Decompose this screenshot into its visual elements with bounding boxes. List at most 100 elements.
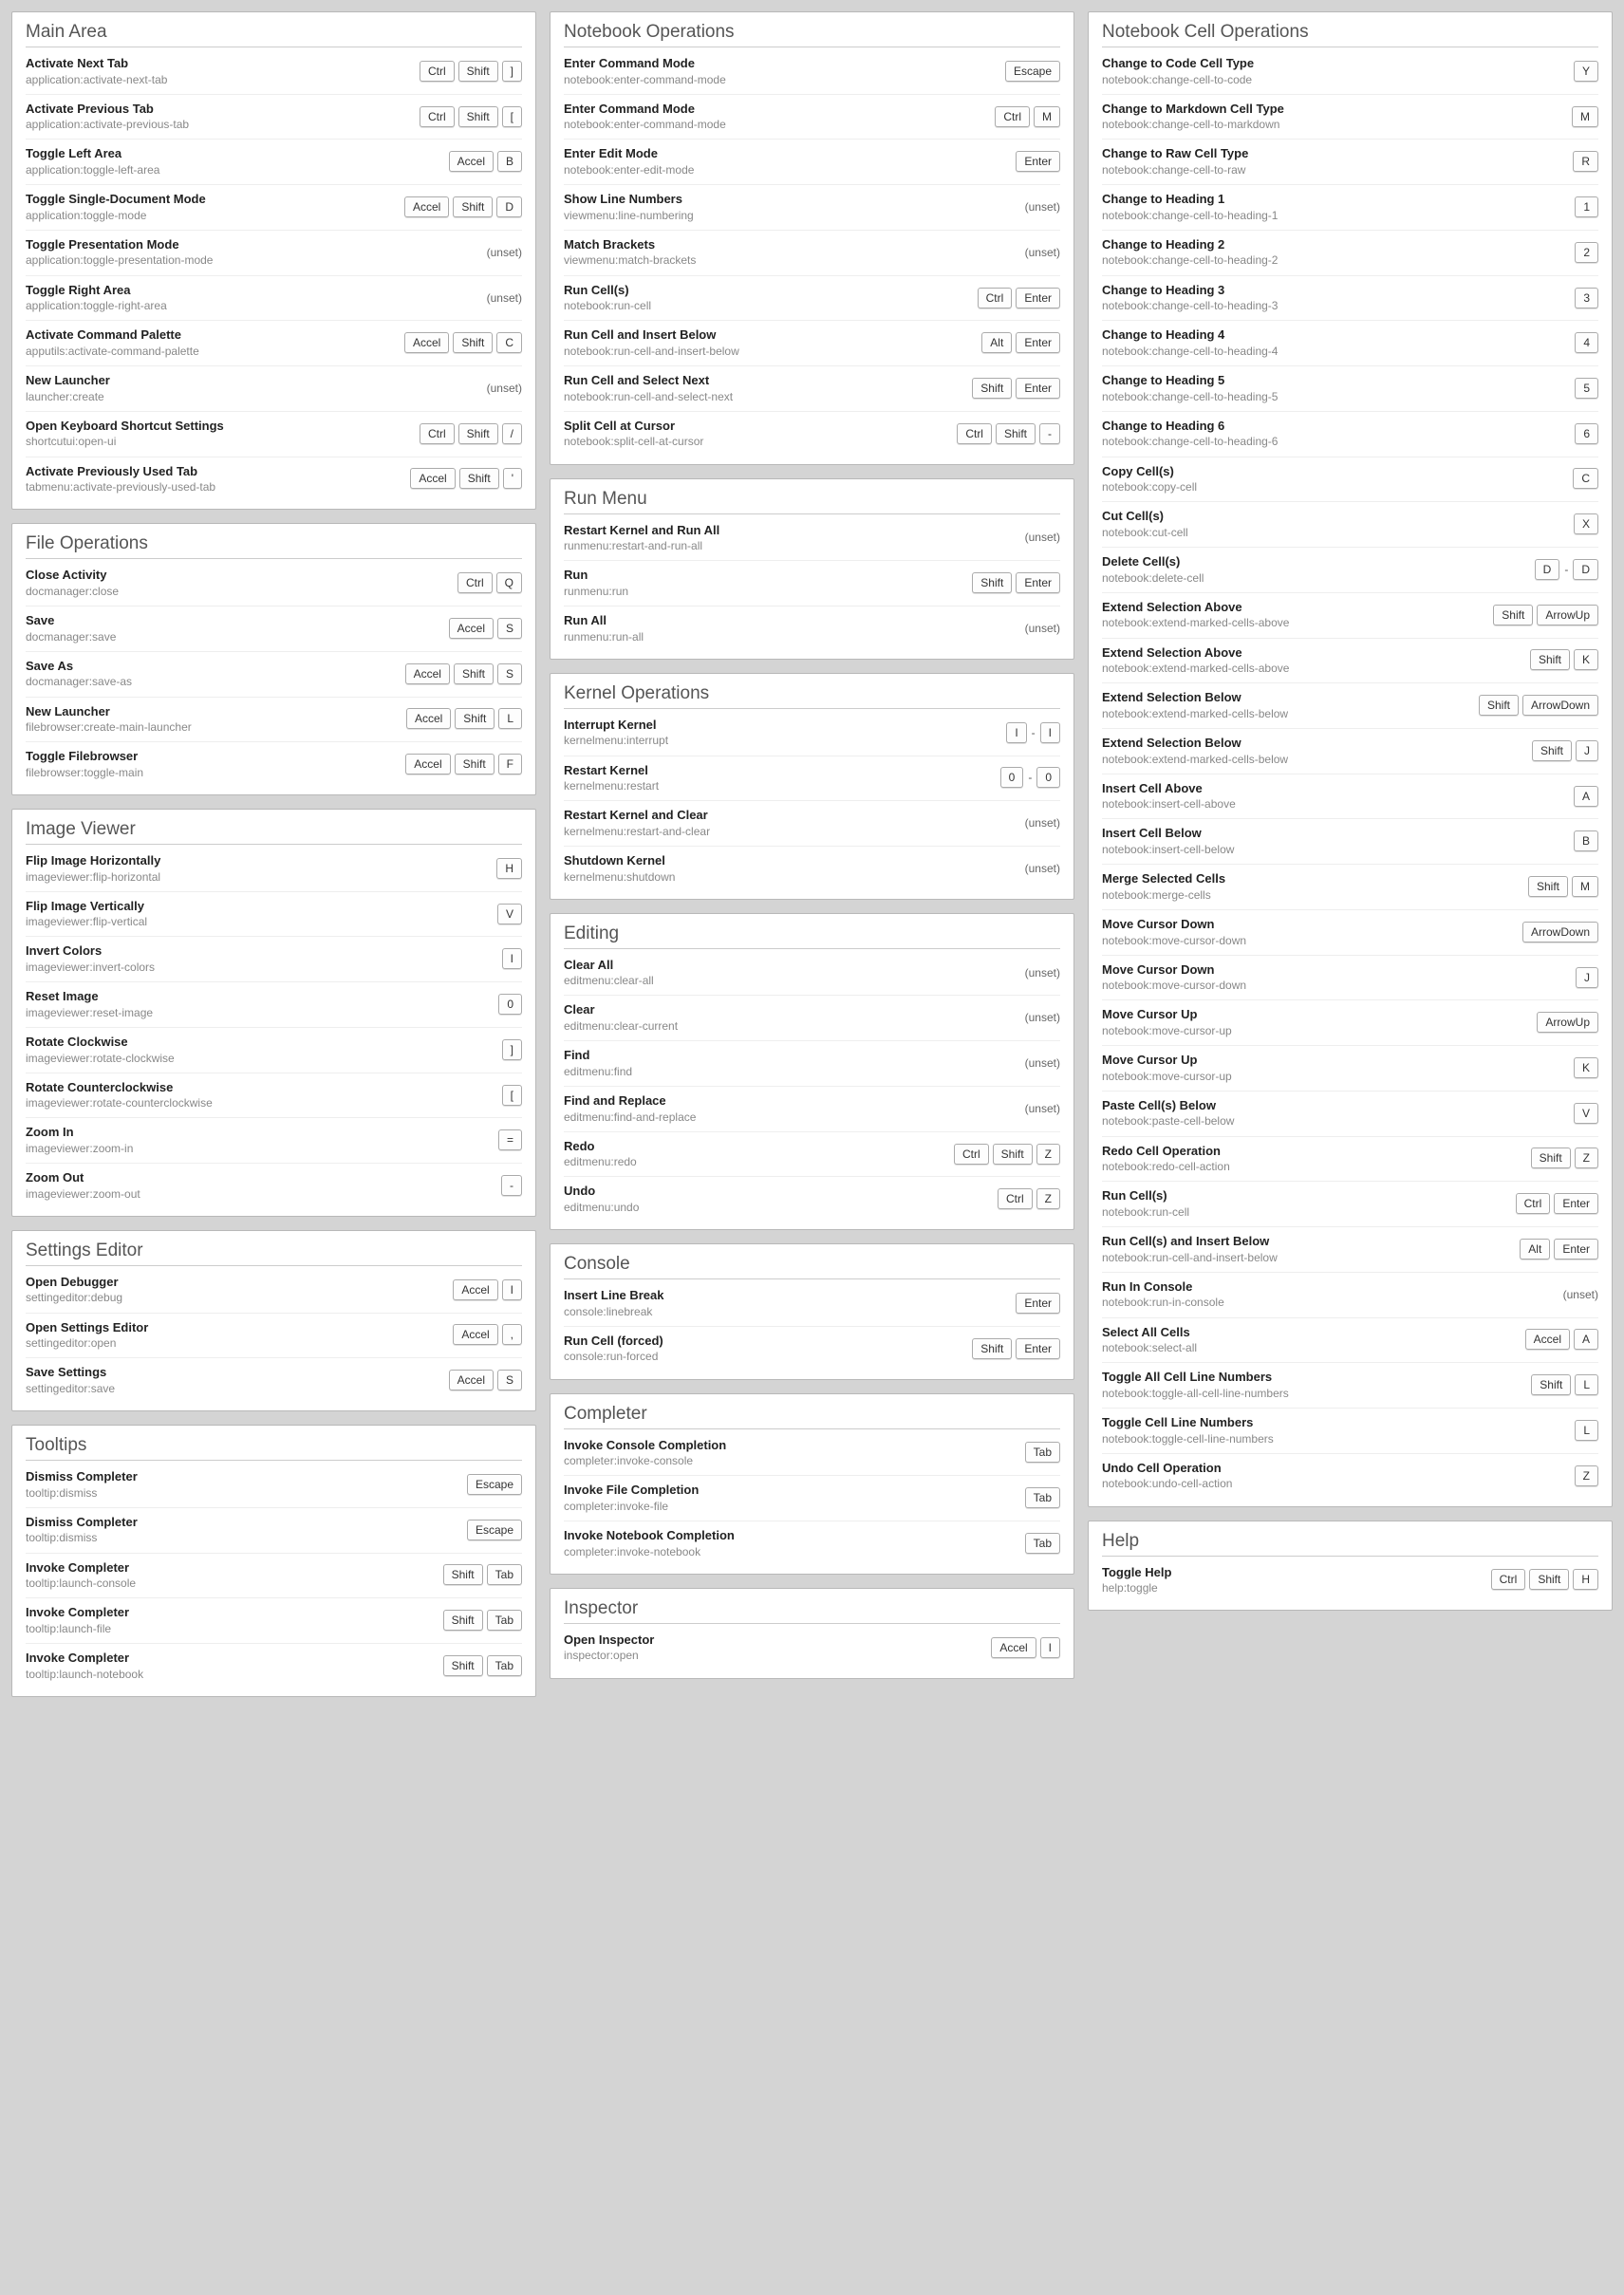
- shortcut-keys[interactable]: V: [1574, 1103, 1598, 1124]
- shortcut-keys[interactable]: CtrlShift[: [420, 106, 522, 127]
- shortcut-keys[interactable]: Tab: [1025, 1533, 1060, 1554]
- shortcut-keys[interactable]: ShiftEnter: [972, 572, 1060, 593]
- shortcut-row[interactable]: Run Cell(s)notebook:run-cellCtrlEnter: [1102, 1182, 1598, 1227]
- shortcut-row[interactable]: Toggle Right Areaapplication:toggle-righ…: [26, 276, 522, 322]
- shortcut-keys[interactable]: ShiftArrowDown: [1479, 695, 1598, 716]
- shortcut-keys[interactable]: R: [1573, 151, 1598, 172]
- shortcut-row[interactable]: Run Cell(s) and Insert Belownotebook:run…: [1102, 1227, 1598, 1273]
- shortcut-keys[interactable]: (unset): [1025, 246, 1060, 259]
- shortcut-row[interactable]: Split Cell at Cursornotebook:split-cell-…: [564, 412, 1060, 457]
- shortcut-keys[interactable]: (unset): [1025, 862, 1060, 875]
- shortcut-keys[interactable]: ShiftTab: [443, 1655, 522, 1676]
- shortcut-row[interactable]: Rotate Clockwiseimageviewer:rotate-clock…: [26, 1028, 522, 1073]
- shortcut-keys[interactable]: Escape: [467, 1520, 522, 1540]
- shortcut-row[interactable]: Find and Replaceeditmenu:find-and-replac…: [564, 1087, 1060, 1132]
- shortcut-row[interactable]: Move Cursor Upnotebook:move-cursor-upK: [1102, 1046, 1598, 1092]
- shortcut-row[interactable]: Change to Heading 4notebook:change-cell-…: [1102, 321, 1598, 366]
- shortcut-keys[interactable]: CtrlEnter: [1516, 1193, 1598, 1214]
- shortcut-keys[interactable]: 4: [1575, 332, 1598, 353]
- shortcut-row[interactable]: Open Settings Editorsettingeditor:openAc…: [26, 1314, 522, 1359]
- shortcut-keys[interactable]: 0: [498, 994, 522, 1015]
- shortcut-keys[interactable]: AccelShiftS: [405, 663, 522, 684]
- shortcut-keys[interactable]: =: [498, 1129, 522, 1150]
- shortcut-row[interactable]: Change to Heading 5notebook:change-cell-…: [1102, 366, 1598, 412]
- shortcut-keys[interactable]: (unset): [1025, 622, 1060, 635]
- shortcut-row[interactable]: Insert Line Breakconsole:linebreakEnter: [564, 1281, 1060, 1327]
- shortcut-row[interactable]: Flip Image Verticallyimageviewer:flip-ve…: [26, 892, 522, 938]
- shortcut-keys[interactable]: (unset): [1025, 966, 1060, 980]
- shortcut-keys[interactable]: -: [501, 1175, 522, 1196]
- shortcut-keys[interactable]: CtrlShiftZ: [954, 1144, 1060, 1165]
- shortcut-keys[interactable]: ShiftTab: [443, 1564, 522, 1585]
- shortcut-row[interactable]: Invert Colorsimageviewer:invert-colorsI: [26, 937, 522, 982]
- shortcut-keys[interactable]: (unset): [487, 382, 522, 395]
- shortcut-row[interactable]: Run In Consolenotebook:run-in-console(un…: [1102, 1273, 1598, 1318]
- shortcut-keys[interactable]: CtrlShiftH: [1491, 1569, 1598, 1590]
- shortcut-row[interactable]: Select All Cellsnotebook:select-allAccel…: [1102, 1318, 1598, 1364]
- shortcut-row[interactable]: Change to Code Cell Typenotebook:change-…: [1102, 49, 1598, 95]
- shortcut-keys[interactable]: AccelShiftL: [406, 708, 522, 729]
- shortcut-keys[interactable]: ShiftJ: [1532, 740, 1598, 761]
- shortcut-row[interactable]: Merge Selected Cellsnotebook:merge-cells…: [1102, 865, 1598, 910]
- shortcut-keys[interactable]: CtrlShift-: [957, 423, 1060, 444]
- shortcut-row[interactable]: Toggle Single-Document Modeapplication:t…: [26, 185, 522, 231]
- shortcut-keys[interactable]: ShiftEnter: [972, 378, 1060, 399]
- shortcut-row[interactable]: Dismiss Completertooltip:dismissEscape: [26, 1463, 522, 1508]
- shortcut-keys[interactable]: D-D: [1535, 559, 1598, 580]
- shortcut-row[interactable]: Move Cursor Downnotebook:move-cursor-dow…: [1102, 910, 1598, 956]
- shortcut-row[interactable]: Invoke Completertooltip:launch-notebookS…: [26, 1644, 522, 1689]
- shortcut-keys[interactable]: Enter: [1016, 151, 1060, 172]
- shortcut-keys[interactable]: X: [1574, 513, 1598, 534]
- shortcut-keys[interactable]: ShiftTab: [443, 1610, 522, 1631]
- shortcut-keys[interactable]: Z: [1575, 1465, 1598, 1486]
- shortcut-row[interactable]: Enter Edit Modenotebook:enter-edit-modeE…: [564, 140, 1060, 185]
- shortcut-keys[interactable]: H: [496, 858, 522, 879]
- shortcut-keys[interactable]: Y: [1574, 61, 1598, 82]
- shortcut-row[interactable]: Change to Heading 3notebook:change-cell-…: [1102, 276, 1598, 322]
- shortcut-row[interactable]: Restart Kernel and Clearkernelmenu:resta…: [564, 801, 1060, 847]
- shortcut-row[interactable]: Redo Cell Operationnotebook:redo-cell-ac…: [1102, 1137, 1598, 1183]
- shortcut-row[interactable]: Change to Raw Cell Typenotebook:change-c…: [1102, 140, 1598, 185]
- shortcut-row[interactable]: Toggle Left Areaapplication:toggle-left-…: [26, 140, 522, 185]
- shortcut-keys[interactable]: AccelShiftF: [405, 754, 522, 774]
- shortcut-row[interactable]: Activate Next Tabapplication:activate-ne…: [26, 49, 522, 95]
- shortcut-row[interactable]: Change to Heading 6notebook:change-cell-…: [1102, 412, 1598, 457]
- shortcut-row[interactable]: Save Asdocmanager:save-asAccelShiftS: [26, 652, 522, 698]
- shortcut-row[interactable]: Insert Cell Belownotebook:insert-cell-be…: [1102, 819, 1598, 865]
- shortcut-row[interactable]: Move Cursor Downnotebook:move-cursor-dow…: [1102, 956, 1598, 1001]
- shortcut-keys[interactable]: Escape: [467, 1474, 522, 1495]
- shortcut-keys[interactable]: L: [1575, 1420, 1598, 1441]
- shortcut-keys[interactable]: (unset): [1025, 200, 1060, 214]
- shortcut-keys[interactable]: ]: [502, 1039, 522, 1060]
- shortcut-row[interactable]: Cut Cell(s)notebook:cut-cellX: [1102, 502, 1598, 548]
- shortcut-keys[interactable]: CtrlEnter: [978, 288, 1060, 308]
- shortcut-row[interactable]: Run Cell and Select Nextnotebook:run-cel…: [564, 366, 1060, 412]
- shortcut-row[interactable]: Run Cell (forced)console:run-forcedShift…: [564, 1327, 1060, 1371]
- shortcut-keys[interactable]: Tab: [1025, 1487, 1060, 1508]
- shortcut-keys[interactable]: CtrlM: [995, 106, 1060, 127]
- shortcut-row[interactable]: Run Cell and Insert Belownotebook:run-ce…: [564, 321, 1060, 366]
- shortcut-keys[interactable]: AccelShiftD: [404, 196, 522, 217]
- shortcut-keys[interactable]: 1: [1575, 196, 1598, 217]
- shortcut-row[interactable]: Toggle Helphelp:toggleCtrlShiftH: [1102, 1558, 1598, 1603]
- shortcut-row[interactable]: Save Settingssettingeditor:saveAccelS: [26, 1358, 522, 1403]
- shortcut-row[interactable]: Move Cursor Upnotebook:move-cursor-upArr…: [1102, 1000, 1598, 1046]
- shortcut-keys[interactable]: CtrlQ: [457, 572, 522, 593]
- shortcut-row[interactable]: Enter Command Modenotebook:enter-command…: [564, 95, 1060, 140]
- shortcut-keys[interactable]: 0-0: [1000, 767, 1060, 788]
- shortcut-row[interactable]: Restart Kernel and Run Allrunmenu:restar…: [564, 516, 1060, 562]
- shortcut-row[interactable]: Zoom Outimageviewer:zoom-out-: [26, 1164, 522, 1208]
- shortcut-keys[interactable]: M: [1572, 106, 1598, 127]
- shortcut-row[interactable]: Enter Command Modenotebook:enter-command…: [564, 49, 1060, 95]
- shortcut-keys[interactable]: Tab: [1025, 1442, 1060, 1463]
- shortcut-keys[interactable]: AccelShiftC: [404, 332, 522, 353]
- shortcut-row[interactable]: Reset Imageimageviewer:reset-image0: [26, 982, 522, 1028]
- shortcut-keys[interactable]: J: [1576, 967, 1598, 988]
- shortcut-row[interactable]: New Launcherfilebrowser:create-main-laun…: [26, 698, 522, 743]
- shortcut-row[interactable]: Run Allrunmenu:run-all(unset): [564, 606, 1060, 651]
- shortcut-keys[interactable]: ShiftZ: [1531, 1148, 1598, 1168]
- shortcut-keys[interactable]: ShiftM: [1528, 876, 1598, 897]
- shortcut-row[interactable]: Zoom Inimageviewer:zoom-in=: [26, 1118, 522, 1164]
- shortcut-row[interactable]: Undo Cell Operationnotebook:undo-cell-ac…: [1102, 1454, 1598, 1499]
- shortcut-keys[interactable]: CtrlShift/: [420, 423, 522, 444]
